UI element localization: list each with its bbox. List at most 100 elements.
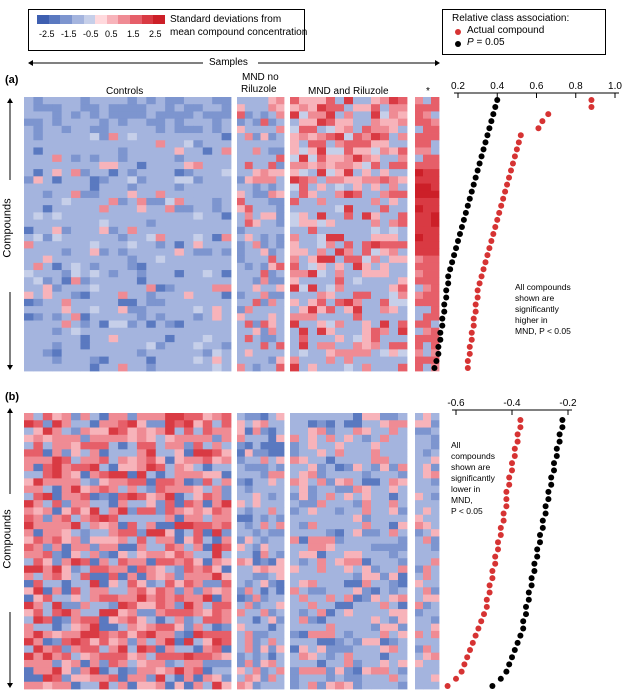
heatmap-cell	[61, 478, 72, 487]
heatmap-cell	[108, 514, 119, 523]
heatmap-cell	[317, 594, 327, 603]
heatmap-cell	[24, 284, 34, 293]
heatmap-cell	[308, 681, 318, 690]
heatmap-cell	[362, 234, 372, 242]
heatmap-cell	[353, 478, 363, 487]
heatmap-cell	[431, 190, 440, 199]
heatmap-cell	[80, 183, 91, 192]
threshold-point	[559, 417, 566, 423]
heatmap-cell	[335, 492, 345, 501]
heatmap-cell	[415, 234, 424, 242]
heatmap-cell	[33, 601, 44, 610]
heatmap-cell	[268, 529, 277, 537]
heatmap-cell	[431, 485, 440, 494]
heatmap-cell	[317, 667, 327, 675]
heatmap-cell	[423, 118, 432, 127]
heatmap-cell	[317, 434, 327, 443]
heatmap-cell	[371, 434, 381, 443]
heatmap-cell	[42, 514, 53, 523]
heatmap-cell	[353, 558, 363, 566]
heatmap-cell	[202, 565, 213, 574]
heatmap-cell	[252, 176, 261, 184]
actual-compound-point	[503, 503, 510, 510]
heatmap-cell	[221, 190, 232, 199]
heatmap-cell	[260, 536, 269, 545]
heatmap-cell	[80, 427, 91, 436]
heatmap-cell	[118, 197, 128, 206]
heatmap-cell	[221, 140, 232, 148]
heatmap-cell	[252, 334, 261, 343]
heatmap-cell	[127, 630, 138, 639]
heatmap-cell	[398, 212, 408, 220]
heatmap-cell	[415, 262, 424, 271]
heatmap-cell	[237, 442, 246, 450]
heatmap-cell	[398, 521, 408, 530]
heatmap-cell	[389, 262, 399, 271]
threshold-point	[441, 308, 448, 315]
heatmap-cell	[415, 147, 424, 156]
heatmap-cell	[237, 262, 246, 271]
heatmap-cell	[183, 630, 194, 639]
heatmap-cell	[42, 327, 53, 336]
heatmap-cell	[268, 572, 277, 581]
heatmap-cell	[24, 349, 34, 357]
heatmap-cell	[183, 580, 194, 588]
heatmap-cell	[212, 363, 222, 372]
heatmap-cell	[89, 616, 100, 625]
heatmap-cell	[308, 471, 318, 479]
heatmap-cell	[33, 133, 44, 141]
scale-tick-label: -0.5	[83, 29, 99, 39]
heatmap-cell	[317, 427, 327, 436]
heatmap-cell	[415, 205, 424, 213]
heatmap-cell	[244, 133, 254, 141]
heatmap-cell	[380, 471, 390, 479]
threshold-point	[539, 517, 546, 524]
heatmap-cell	[252, 601, 261, 610]
heatmap-cell	[290, 543, 300, 552]
heatmap-cell	[344, 630, 354, 639]
heatmap-cell	[344, 681, 354, 690]
heatmap-cell	[252, 169, 261, 177]
heatmap-cell	[353, 529, 363, 537]
heatmap-cell	[344, 226, 354, 235]
heatmap-cell	[165, 514, 175, 523]
heatmap-cell	[221, 104, 232, 112]
heatmap-cell	[202, 147, 213, 156]
heatmap-cell	[252, 492, 261, 501]
heatmap-cell	[127, 543, 138, 552]
color-scale-ticks: -2.5 -1.5 -0.5 0.5 1.5 2.5	[37, 29, 165, 41]
heatmap-cell	[415, 291, 424, 300]
heatmap-cell	[344, 205, 354, 213]
heatmap-cell	[71, 536, 81, 545]
heatmap-cell	[244, 659, 254, 668]
actual-compound-point	[545, 111, 552, 118]
heatmap-cell	[308, 449, 318, 457]
heatmap-cell	[398, 313, 408, 321]
heatmap-cell	[290, 97, 300, 105]
heatmap-cell	[155, 442, 166, 450]
heatmap-cell	[212, 594, 222, 603]
heatmap-cell	[202, 363, 213, 372]
heatmap-cell	[221, 241, 232, 249]
heatmap-cell	[33, 492, 44, 501]
heatmap-cell	[24, 133, 34, 141]
heatmap-cell	[71, 638, 81, 646]
heatmap-cell	[136, 262, 147, 271]
heatmap-cell	[335, 413, 345, 421]
heatmap-cell	[52, 104, 63, 112]
heatmap-cell	[252, 565, 261, 574]
heatmap-cell	[183, 147, 194, 156]
heatmap-cell	[371, 630, 381, 639]
heatmap-cell	[244, 226, 254, 235]
heatmap-cell	[244, 521, 254, 530]
heatmap-cell	[237, 616, 246, 625]
heatmap-a-mnd-no-riluzole	[237, 97, 285, 372]
heatmap-cell	[389, 219, 399, 228]
heatmap-cell	[326, 118, 336, 127]
heatmap-cell	[108, 183, 119, 192]
heatmap-cell	[290, 197, 300, 206]
threshold-point	[431, 365, 438, 371]
heatmap-cell	[146, 456, 157, 465]
heatmap-cell	[415, 630, 424, 639]
heatmap-cell	[99, 645, 110, 654]
